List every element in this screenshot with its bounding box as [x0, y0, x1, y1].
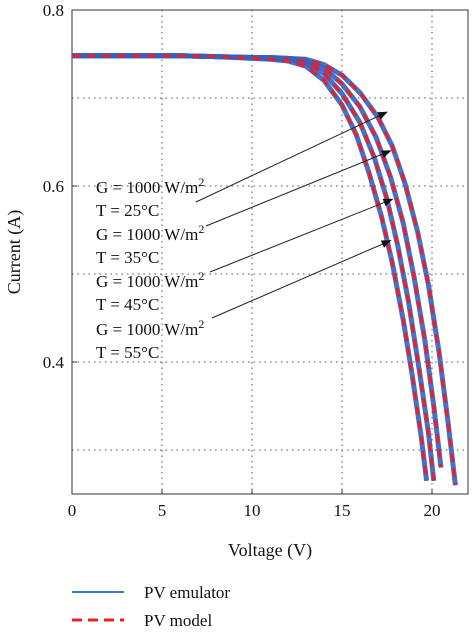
annotation-g-label: G = 1000 W/m2 — [96, 269, 204, 291]
axis-ticks: 0 5 10 15 20 0.4 0.6 0.8 — [43, 1, 441, 520]
x-tick-label: 15 — [334, 501, 351, 520]
y-tick-label: 0.4 — [43, 353, 65, 372]
x-tick-label: 10 — [244, 501, 261, 520]
annotation-t-label: T = 55°C — [96, 343, 159, 362]
y-axis-label: Current (A) — [4, 210, 25, 294]
x-tick-label: 0 — [68, 501, 77, 520]
plot-area — [71, 9, 469, 495]
model-curve-55 — [72, 54, 429, 481]
annotation-g-exponent: 2 — [198, 317, 204, 331]
data-series — [72, 53, 458, 486]
annotation-g-label: G = 1000 W/m2 — [96, 317, 204, 339]
annotation-arrow — [205, 150, 392, 227]
annotation-g-exponent: 2 — [198, 175, 204, 189]
y-tick-label: 0.6 — [43, 177, 64, 196]
legend: PV emulator PV model — [72, 583, 230, 630]
annotation-arrow — [211, 240, 392, 319]
annotations: G = 1000 W/m2 T = 25°C G = 1000 W/m2 T = 35… — [96, 111, 394, 362]
legend-emulator-label: PV emulator — [144, 583, 230, 602]
x-tick-label: 20 — [424, 501, 441, 520]
annotation-t-label: T = 25°C — [96, 201, 159, 220]
annotation-t-label: T = 35°C — [96, 248, 159, 267]
annotation-g-exponent: 2 — [198, 269, 204, 283]
legend-model-label: PV model — [144, 611, 212, 630]
x-axis-label: Voltage (V) — [228, 540, 312, 561]
annotation-arrow — [195, 111, 388, 203]
y-tick-label: 0.8 — [43, 1, 64, 20]
annotation-g-exponent: 2 — [198, 222, 204, 236]
model-curve-25 — [72, 54, 457, 486]
annotation-t-label: T = 45°C — [96, 295, 159, 314]
x-tick-label: 5 — [158, 501, 167, 520]
annotation-g-label: G = 1000 W/m2 — [96, 222, 204, 244]
annotation-g-label: G = 1000 W/m2 — [96, 175, 204, 197]
annotation-arrow — [209, 198, 394, 273]
